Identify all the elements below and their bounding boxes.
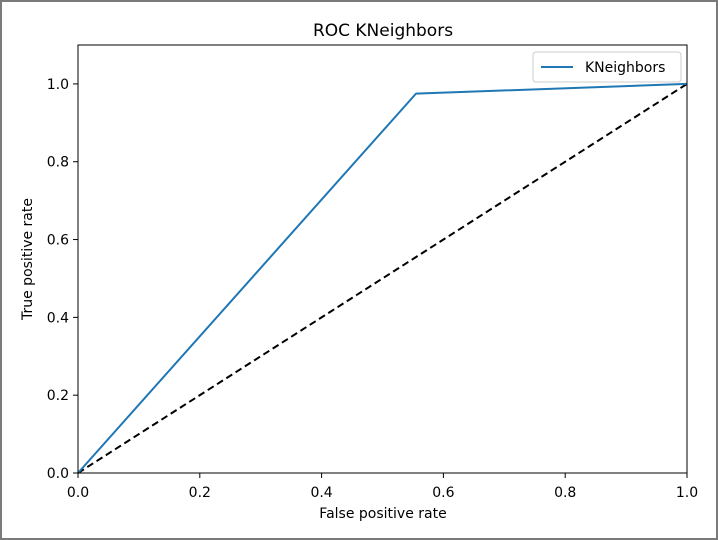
legend-box: [532, 51, 682, 83]
legend-label-kneighbors: KNeighbors: [585, 60, 665, 76]
y-tick-label: 0.6: [47, 233, 69, 249]
y-tick-label: 0.2: [47, 388, 69, 404]
y-tick-label: 0.0: [47, 466, 69, 482]
x-tick-label: 1.0: [676, 485, 698, 501]
y-axis-label: True positive rate: [20, 198, 36, 321]
x-tick-label: 0.6: [432, 485, 454, 501]
y-tick-label: 0.4: [47, 310, 69, 326]
x-tick-label: 0.4: [310, 485, 332, 501]
x-axis-label: False positive rate: [319, 506, 446, 522]
legend: KNeighbors: [532, 51, 682, 83]
axis-ticks: 0.0 0.2 0.4 0.6 0.8 1.0 0.0 0.2 0.4 0.6 0.8 1.0: [47, 77, 698, 501]
x-tick-label: 0.0: [67, 485, 89, 501]
chart-title: ROC KNeighbors: [313, 21, 453, 41]
series-line-kneighbors: [77, 82, 688, 474]
plot-area: [77, 82, 688, 474]
y-tick-label: 0.8: [47, 155, 69, 171]
reference-diagonal-line: [77, 83, 688, 474]
x-tick-label: 0.8: [554, 485, 576, 501]
x-tick-label: 0.2: [189, 485, 211, 501]
axes-frame: [77, 44, 688, 474]
y-tick-label: 1.0: [47, 77, 69, 93]
